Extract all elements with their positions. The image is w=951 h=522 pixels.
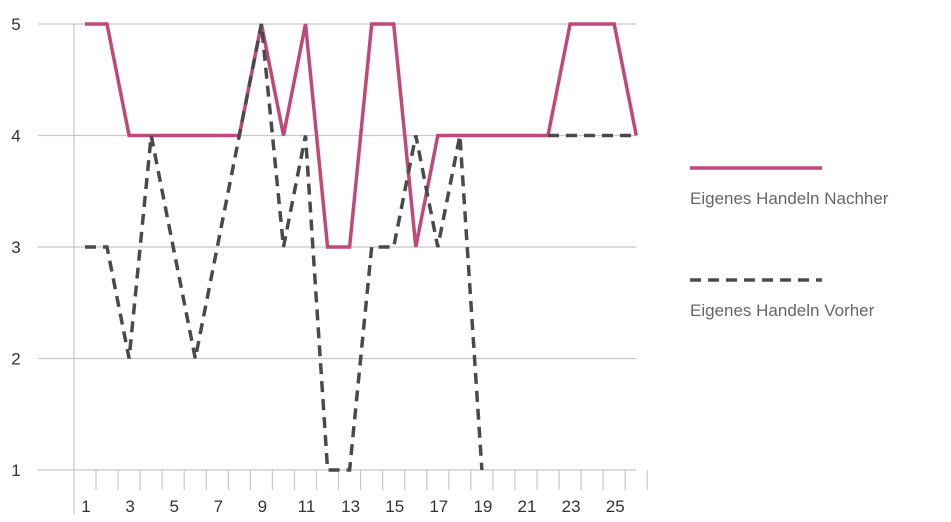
legend: Eigenes Handeln Nachher Eigenes Handeln V…: [690, 166, 889, 320]
x-tick-label: 11: [298, 497, 316, 516]
x-tick-label: 17: [429, 497, 448, 516]
x-tick-label: 1: [81, 497, 90, 516]
y-tick-label: 3: [11, 238, 20, 257]
x-tick-label: 15: [385, 497, 404, 516]
y-tick-label: 5: [11, 15, 20, 34]
x-tick-label: 13: [341, 497, 360, 516]
y-tick-label: 4: [11, 127, 20, 146]
y-tick-label: 1: [11, 461, 20, 480]
legend-label-nachher: Eigenes Handeln Nachher: [690, 189, 889, 208]
x-tick-label: 23: [562, 497, 581, 516]
legend-label-vorher: Eigenes Handeln Vorher: [690, 301, 875, 320]
x-tick-label: 5: [169, 497, 178, 516]
x-tick-label: 3: [125, 497, 134, 516]
series-lines: [85, 22, 639, 472]
x-tick-label: 9: [258, 497, 267, 516]
x-tick-label: 7: [214, 497, 223, 516]
series-line-vorher: [85, 23, 484, 472]
x-tick-label: 19: [473, 497, 492, 516]
series-line-nachher: [85, 22, 639, 249]
y-tick-label: 2: [11, 350, 20, 369]
x-tick-label: 21: [518, 497, 537, 516]
x-tick-label: 25: [606, 497, 625, 516]
tick-marks: [95, 470, 648, 490]
